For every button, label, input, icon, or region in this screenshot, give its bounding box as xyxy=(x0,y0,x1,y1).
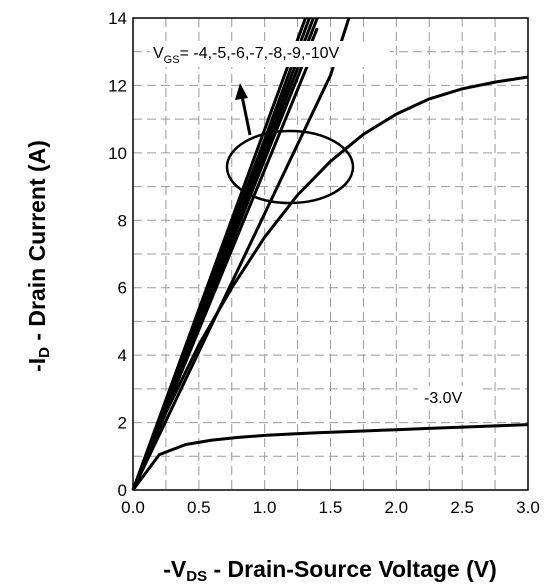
x-tick-label: 1.5 xyxy=(319,498,343,517)
vgs-group-ellipse xyxy=(225,129,355,205)
plot-frame xyxy=(132,17,529,491)
y-tick-label: 14 xyxy=(108,9,127,28)
x-tick-label: 2.5 xyxy=(450,498,474,517)
series-line-1 xyxy=(131,423,529,491)
x-axis-label: -VDS - Drain-Source Voltage (V) xyxy=(163,556,497,585)
y-axis-label-suffix: - Drain Current (A) xyxy=(24,140,50,347)
series-line-2 xyxy=(131,75,529,491)
vgs-low-annotation: -3.0V xyxy=(424,390,463,407)
y-tick-label: 4 xyxy=(118,346,127,365)
vgs-prefix: V xyxy=(153,45,164,62)
vgs-group-annotation: VGS= -4,-5,-6,-7,-8,-9,-10V xyxy=(153,45,340,66)
y-axis-label: -ID - Drain Current (A) xyxy=(24,140,53,372)
x-tick-label: 1.0 xyxy=(253,498,277,517)
x-tick-label: 0.5 xyxy=(187,498,211,517)
y-tick-label: 8 xyxy=(118,211,127,230)
x-axis-label-subscript: DS xyxy=(186,568,207,585)
y-axis-label-prefix: -I xyxy=(24,358,50,372)
vgs-subscript: GS xyxy=(164,54,180,66)
x-tick-label: 2.0 xyxy=(385,498,409,517)
vgs-low-annotation-background xyxy=(418,386,478,410)
y-tick-label: 6 xyxy=(118,279,127,298)
vgs-values: = -4,-5,-6,-7,-8,-9,-10V xyxy=(180,45,340,62)
vgs-arrow-head xyxy=(235,83,248,100)
tick-labels: 0.0 0.5 1.0 1.5 2.0 2.5 3.0 0 2 4 6 8 10 12 14 xyxy=(108,9,540,517)
grid xyxy=(133,18,528,490)
y-tick-label: 0 xyxy=(118,481,127,500)
x-tick-label: 0.0 xyxy=(121,498,145,517)
y-tick-label: 2 xyxy=(118,414,127,433)
vgs-arrow-shaft xyxy=(240,95,252,136)
x-tick-label: 3.0 xyxy=(516,498,540,517)
x-axis-label-suffix: - Drain-Source Voltage (V) xyxy=(207,556,497,582)
y-axis-label-subscript: D xyxy=(36,347,53,358)
vgs-annotation-background xyxy=(150,41,390,67)
y-tick-label: 12 xyxy=(108,76,127,95)
y-tick-label: 10 xyxy=(108,144,127,163)
x-axis-label-prefix: -V xyxy=(163,556,187,582)
series-line-9 xyxy=(131,17,307,491)
